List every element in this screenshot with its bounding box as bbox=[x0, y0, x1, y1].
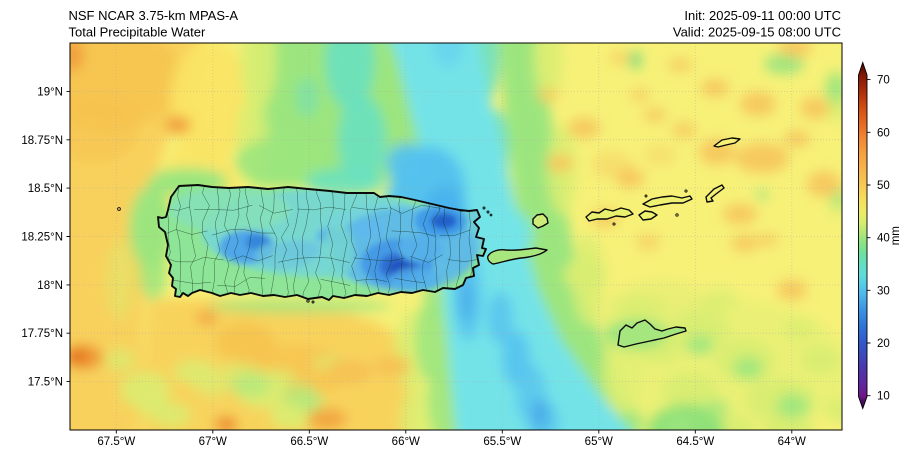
svg-text:10: 10 bbox=[877, 391, 890, 403]
svg-text:50: 50 bbox=[877, 180, 890, 192]
svg-text:30: 30 bbox=[877, 285, 890, 297]
svg-text:17.5°N: 17.5°N bbox=[28, 377, 63, 389]
svg-text:18.25°N: 18.25°N bbox=[21, 232, 63, 244]
svg-text:70: 70 bbox=[877, 75, 890, 87]
svg-text:66°W: 66°W bbox=[392, 436, 420, 448]
svg-text:17.75°N: 17.75°N bbox=[21, 328, 63, 340]
svg-text:NSF NCAR 3.75-km MPAS-A: NSF NCAR 3.75-km MPAS-A bbox=[69, 8, 239, 23]
svg-text:67.5°W: 67.5°W bbox=[97, 436, 135, 448]
svg-text:66.5°W: 66.5°W bbox=[290, 436, 328, 448]
svg-text:Valid: 2025-09-15 08:00 UTC: Valid: 2025-09-15 08:00 UTC bbox=[673, 25, 841, 40]
svg-text:20: 20 bbox=[877, 338, 890, 350]
svg-text:Total Precipitable Water: Total Precipitable Water bbox=[69, 25, 206, 40]
svg-text:19°N: 19°N bbox=[37, 86, 63, 98]
svg-text:60: 60 bbox=[877, 127, 890, 139]
svg-text:18.5°N: 18.5°N bbox=[28, 183, 63, 195]
svg-text:64.5°W: 64.5°W bbox=[676, 436, 714, 448]
svg-text:18.75°N: 18.75°N bbox=[21, 135, 63, 147]
svg-text:40: 40 bbox=[877, 233, 890, 245]
svg-text:65.5°W: 65.5°W bbox=[483, 436, 521, 448]
svg-text:64°W: 64°W bbox=[778, 436, 806, 448]
svg-text:67°W: 67°W bbox=[199, 436, 227, 448]
svg-text:mm: mm bbox=[890, 226, 902, 245]
svg-text:18°N: 18°N bbox=[37, 280, 63, 292]
svg-text:65°W: 65°W bbox=[585, 436, 613, 448]
svg-text:Init: 2025-09-11 00:00 UTC: Init: 2025-09-11 00:00 UTC bbox=[684, 8, 841, 23]
